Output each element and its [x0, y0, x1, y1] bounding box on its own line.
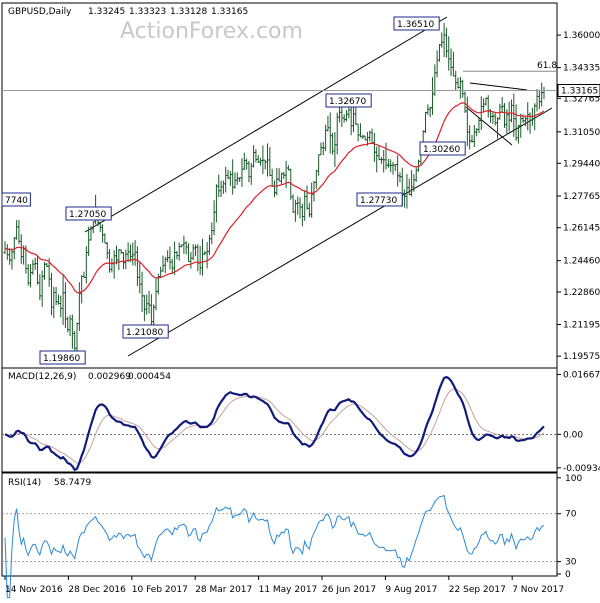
time-tick-label: 11 May 2017 [259, 585, 318, 595]
price-annotation-label: 1.30260 [423, 145, 460, 155]
rsi-tick-label: 100 [565, 474, 582, 484]
price-annotation-label: 1.21080 [126, 328, 163, 338]
macd-signal-line [4, 388, 545, 464]
moving-average-line [4, 102, 545, 294]
ohlc-high: 1.33323 [129, 7, 166, 17]
price-annotation-label: 1.32670 [329, 97, 366, 107]
price-tick-label: 1.29440 [563, 159, 600, 169]
price-annotation-box [1, 192, 31, 207]
macd-pane: MACD(12,26,9) 0.002969 0.000454 0.016672… [1, 367, 600, 474]
rsi-tick-label: 30 [565, 558, 577, 568]
time-tick-label: 7 Nov 2017 [512, 585, 564, 595]
ohlc-open: 1.33245 [88, 7, 125, 17]
fib-level-label: 61.8 [537, 61, 557, 71]
channel-upper-line [84, 16, 448, 233]
price-annotation-box [39, 350, 86, 365]
rsi-pane: RSI(14) 58.7479 100 70 30 0 [1, 472, 582, 599]
macd-tick-label: -0.009345 [563, 464, 600, 474]
price-tick-label: 1.24460 [563, 257, 600, 267]
price-pane: ActionForex.com GBPUSD,Daily 1.33245 1.3… [1, 2, 600, 369]
price-annotation-box [65, 206, 112, 221]
price-tick-label: 1.34335 [563, 64, 600, 74]
price-annotation-box [356, 192, 403, 207]
price-tick-label: 1.19575 [563, 352, 600, 362]
price-tick-label: 1.22860 [563, 288, 600, 298]
macd-tick-label: 0.016672 [563, 371, 600, 381]
macd-pane-frame [1, 367, 558, 473]
macd-tick-label: 0.00 [563, 430, 583, 440]
time-tick-label: 22 Sep 2017 [449, 585, 506, 595]
price-tick-label: 1.32765 [563, 94, 600, 104]
ohlc-low: 1.33128 [170, 7, 207, 17]
price-tick-label: 1.26145 [563, 224, 600, 234]
price-tick-label: 1.27765 [563, 192, 600, 202]
price-tick-label: 1.31050 [563, 128, 600, 138]
triangle-lower-line [465, 106, 513, 146]
time-tick-label: 10 Feb 2017 [132, 585, 188, 595]
time-tick-label: 9 Aug 2017 [385, 585, 437, 595]
current-price-box [557, 83, 600, 97]
price-annotation-box [393, 16, 440, 31]
price-annotation-label: 1.27050 [69, 210, 106, 220]
current-price-label: 1.33165 [561, 86, 598, 96]
ohlc-close: 1.33165 [211, 7, 248, 17]
macd-line [4, 375, 545, 472]
rsi-tick-label: 70 [565, 510, 577, 520]
price-annotation-label: 1.27730 [360, 196, 397, 206]
macd-signal-value: 0.000454 [128, 372, 171, 382]
rsi-pane-frame [1, 472, 558, 577]
price-annotation-box [419, 141, 466, 156]
rsi-value: 58.7479 [54, 478, 91, 488]
time-tick-label: 28 Mar 2017 [195, 585, 252, 595]
price-annotation-box [325, 93, 372, 108]
channel-lower-line [127, 107, 553, 357]
price-tick-label: 1.21195 [563, 321, 600, 331]
macd-value: 0.002969 [88, 372, 131, 382]
price-annotation-label: 1.19860 [43, 354, 80, 364]
rsi-line [4, 494, 545, 599]
symbol-title: GBPUSD,Daily [8, 7, 72, 17]
price-annotation-box [122, 324, 169, 339]
price-annotation-label: 7740 [5, 196, 28, 206]
price-annotation-label: 1.36510 [397, 20, 434, 30]
time-tick-label: 26 Jun 2017 [322, 585, 376, 595]
time-tick-label: 14 Nov 2016 [5, 585, 63, 595]
triangle-upper-line [469, 82, 528, 91]
rsi-title: RSI(14) [8, 478, 41, 488]
time-tick-label: 28 Dec 2016 [68, 585, 126, 595]
price-tick-label: 1.36000 [563, 31, 600, 41]
rsi-tick-label: 0 [565, 570, 571, 580]
macd-title: MACD(12,26,9) [8, 372, 76, 382]
watermark-text: ActionForex.com [120, 19, 303, 44]
